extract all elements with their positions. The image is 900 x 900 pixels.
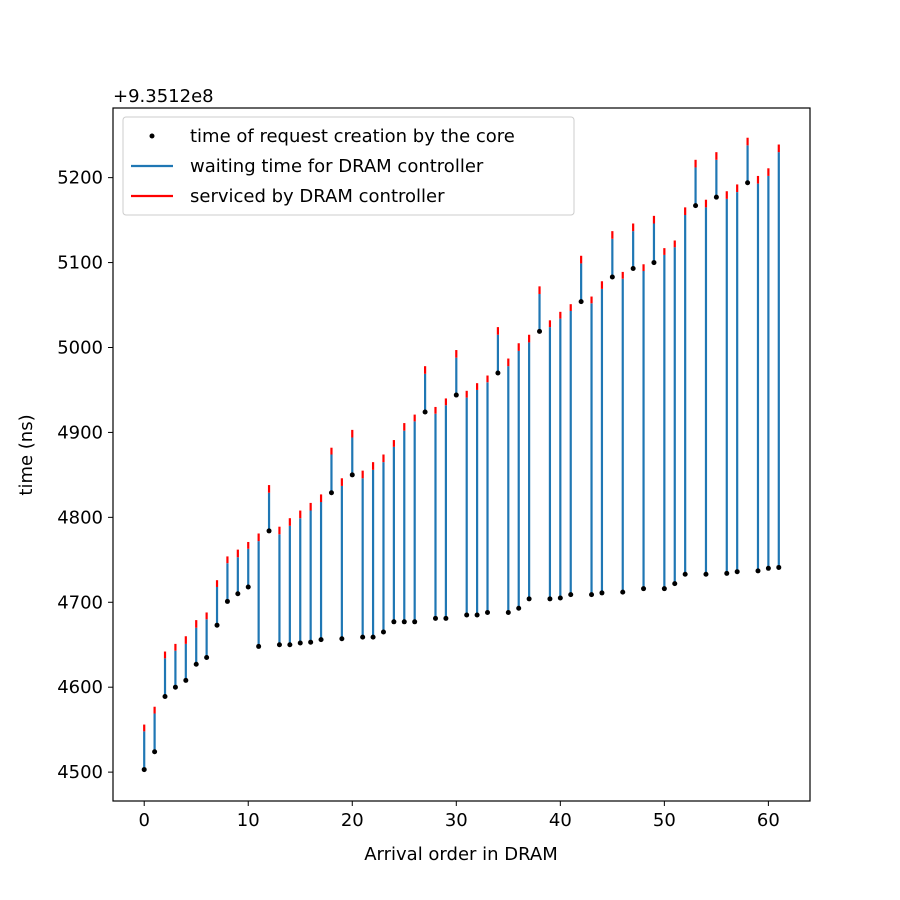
creation-point [183, 677, 189, 683]
creation-point [464, 612, 470, 618]
creation-point [235, 591, 241, 597]
x-tick-label: 60 [757, 810, 780, 831]
creation-point [630, 266, 636, 272]
creation-point [703, 571, 709, 577]
creation-point [224, 598, 230, 604]
x-axis-label: Arrival order in DRAM [364, 844, 558, 865]
creation-point [266, 528, 272, 534]
x-tick-label: 10 [237, 810, 260, 831]
creation-point [276, 642, 282, 648]
creation-point [765, 565, 771, 571]
creation-point [557, 595, 563, 601]
y-axis-ticks: 4500 4600 4700 4800 4900 5000 5100 5200 [57, 168, 113, 783]
creation-point [745, 180, 751, 186]
creation-point [537, 328, 543, 334]
creation-point [391, 619, 397, 625]
creation-point [599, 590, 605, 596]
creation-point [339, 636, 345, 642]
x-tick-label: 0 [138, 810, 149, 831]
creation-point [349, 472, 355, 478]
legend: time of request creation by the core wai… [122, 116, 575, 216]
creation-point [380, 629, 386, 635]
creation-point [360, 634, 366, 640]
creation-point [308, 639, 314, 645]
creation-point [214, 622, 220, 628]
creation-point [297, 640, 303, 646]
y-offset-text: +9.3512e8 [113, 86, 214, 107]
creation-point [620, 589, 626, 595]
creation-point [547, 596, 553, 602]
creation-point [495, 370, 501, 376]
creation-point [204, 654, 210, 660]
legend-box [122, 116, 575, 216]
creation-point [578, 299, 584, 305]
creation-point [193, 661, 199, 667]
creation-point [485, 609, 491, 615]
plot-marks [141, 137, 782, 773]
creation-point [672, 581, 678, 587]
creation-point [609, 274, 615, 280]
creation-point [589, 592, 595, 598]
creation-point [713, 194, 719, 200]
legend-label-service: serviced by DRAM controller [190, 186, 445, 207]
y-tick-label: 4900 [57, 422, 103, 443]
legend-label-waiting: waiting time for DRAM controller [190, 156, 484, 177]
x-tick-label: 50 [653, 810, 676, 831]
creation-point [412, 619, 418, 625]
creation-point [328, 490, 334, 496]
creation-point [453, 392, 459, 398]
y-tick-label: 4500 [57, 762, 103, 783]
y-tick-label: 5100 [57, 253, 103, 274]
creation-point [474, 612, 480, 618]
x-tick-label: 40 [549, 810, 572, 831]
creation-point [755, 568, 761, 574]
x-axis-ticks: 0 10 20 30 40 50 60 [138, 801, 780, 831]
creation-point [152, 749, 158, 755]
legend-label-creation: time of request creation by the core [190, 126, 515, 147]
legend-marker-creation [149, 133, 155, 139]
creation-point [318, 637, 324, 643]
creation-point [162, 694, 168, 700]
y-tick-label: 4600 [57, 677, 103, 698]
plot-area-frame [112, 107, 811, 802]
x-tick-label: 20 [341, 810, 364, 831]
creation-point [661, 586, 667, 592]
creation-point [516, 605, 522, 611]
y-tick-label: 4800 [57, 507, 103, 528]
creation-point [682, 571, 688, 577]
y-tick-label: 4700 [57, 592, 103, 613]
creation-point [693, 203, 699, 209]
creation-point [776, 564, 782, 570]
creation-point [651, 260, 657, 266]
creation-point [734, 569, 740, 575]
creation-point [526, 596, 532, 602]
y-axis-label: time (ns) [16, 414, 37, 495]
x-tick-label: 30 [445, 810, 468, 831]
y-tick-label: 5200 [57, 168, 103, 189]
creation-point [422, 409, 428, 415]
creation-point [641, 586, 647, 592]
creation-point [141, 767, 147, 773]
creation-point [401, 619, 407, 625]
creation-point [568, 592, 574, 598]
creation-point [256, 643, 262, 649]
creation-point [432, 615, 438, 621]
creation-point [370, 634, 376, 640]
creation-point [245, 584, 251, 590]
creation-point [443, 615, 449, 621]
y-tick-label: 5000 [57, 337, 103, 358]
creation-point [724, 570, 730, 576]
creation-point [505, 609, 511, 615]
creation-point [172, 684, 178, 690]
creation-point [287, 642, 293, 648]
